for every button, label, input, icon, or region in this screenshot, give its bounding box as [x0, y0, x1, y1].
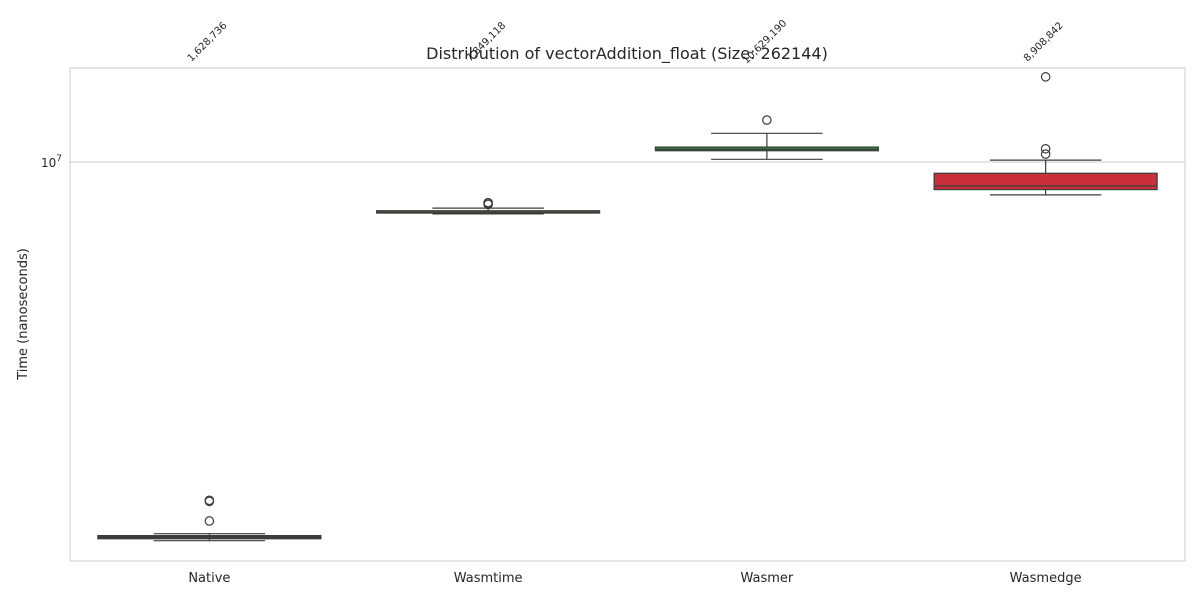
plot-area [69, 67, 1186, 562]
y-axis-label: Time (nanoseconds) [16, 248, 31, 381]
outlier-point [204, 495, 215, 506]
y-tick-label: 107 [41, 154, 62, 170]
outlier-point [204, 516, 215, 526]
outlier-point [483, 197, 493, 208]
box-group-wasmedge [933, 72, 1158, 196]
median-value-label: 8,908,842 [1022, 20, 1066, 64]
outlier-point [1040, 143, 1051, 154]
outlier-point [762, 115, 772, 125]
chart-title: Distribution of vectorAddition_float (Si… [426, 44, 828, 64]
x-tick-label: Wasmedge [1010, 571, 1082, 586]
grid-layer: 107 [41, 154, 1185, 170]
box-layer [97, 72, 1158, 542]
box-iqr [933, 172, 1158, 191]
x-tick-label: Wasmer [740, 571, 793, 586]
median-value-label: 1,628,736 [186, 20, 230, 64]
x-tick-label: Wasmtime [454, 571, 523, 586]
outlier-point [1040, 149, 1051, 159]
box-group-wasmtime [376, 197, 601, 215]
outlier-point [1040, 72, 1051, 82]
box-group-wasmer [654, 115, 879, 160]
x-tick-label: Native [188, 571, 230, 586]
box-group-native [97, 495, 322, 542]
